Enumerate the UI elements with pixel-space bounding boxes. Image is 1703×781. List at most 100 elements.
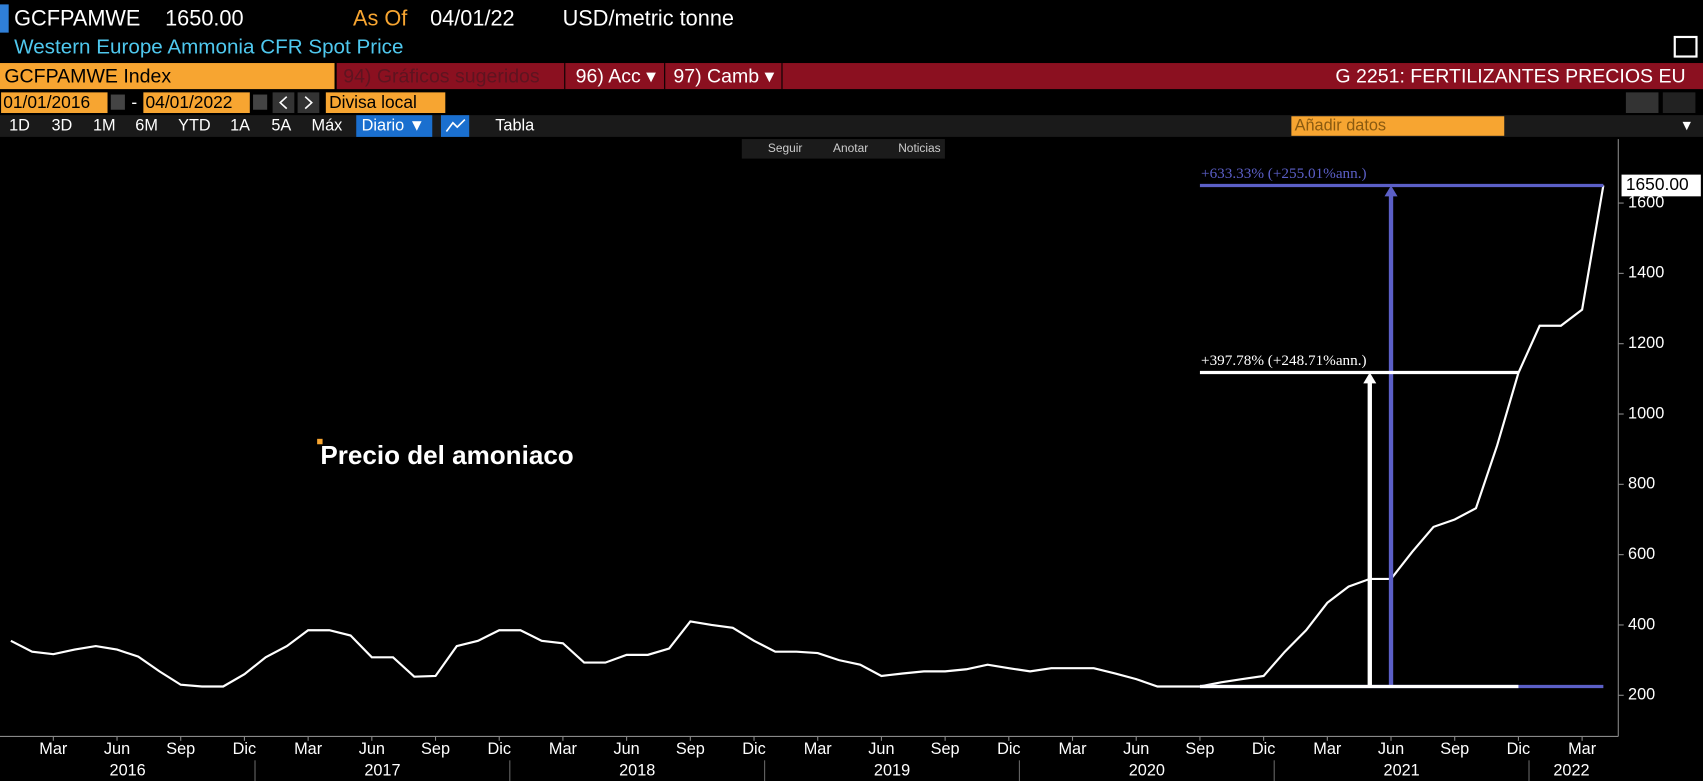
x-tick-label: Dic [997, 740, 1021, 758]
marker [0, 4, 9, 33]
periods: 1D 3D 1M 6M YTD 1A 5A Máx [9, 116, 342, 134]
last-value-box [1621, 174, 1701, 197]
period-button[interactable]: 1M [93, 116, 116, 134]
suggested[interactable]: 94) Gráficos sugeridos [343, 65, 540, 87]
y-tick-label: 400 [1628, 615, 1655, 633]
x-tick-label: Mar [1058, 740, 1087, 758]
x-tick-label: Sep [1185, 740, 1214, 758]
menu-icon[interactable]: ▼ [1680, 117, 1694, 133]
x-tick-label: Mar [804, 740, 833, 758]
year-label: 2018 [619, 761, 655, 779]
x-tick-label: Jun [868, 740, 894, 758]
frequency-box[interactable] [356, 115, 433, 137]
description: Western Europe Ammonia CFR Spot Price [14, 35, 403, 58]
x-tick-label: Jun [1123, 740, 1149, 758]
price-line [10, 185, 1605, 688]
frequency: Diario ▼ [362, 116, 425, 134]
x-tick-label: Jun [613, 740, 639, 758]
arrow-head [1384, 185, 1398, 197]
x-tick-label: Mar [1313, 740, 1342, 758]
function-title: G 2251: FERTILIZANTES PRECIOS EU [1335, 65, 1685, 87]
y-tick-label: 1200 [1628, 334, 1664, 352]
y-tick-label: 1000 [1628, 404, 1664, 422]
x-tick-label: Sep [931, 740, 960, 758]
x-tick-label: Sep [421, 740, 450, 758]
year-label: 2021 [1384, 761, 1420, 779]
prev-button[interactable] [272, 92, 295, 114]
x-tick-label: Sep [1440, 740, 1469, 758]
chart-tools-bar [741, 139, 945, 159]
annotation-marker [317, 438, 323, 445]
chart-tool[interactable]: Anotar [833, 141, 868, 155]
next-icon [304, 96, 313, 110]
undo-button[interactable] [1625, 92, 1659, 114]
security: GCFPAMWE Index [4, 65, 171, 87]
chart-tool[interactable]: Noticias [898, 141, 940, 155]
x-tick-label: Dic [1507, 740, 1531, 758]
period-button[interactable]: 1A [230, 116, 250, 134]
price: 1650.00 [165, 5, 244, 30]
arrow-head [1363, 372, 1377, 384]
calendar-icon[interactable] [253, 94, 268, 110]
last-value: 1650.00 [1626, 174, 1689, 194]
x-tick-label: Mar [39, 740, 68, 758]
year-label: 2017 [364, 761, 400, 779]
period-button[interactable]: 6M [135, 116, 158, 134]
ticker: GCFPAMWE [14, 5, 140, 30]
start-date-box[interactable] [1, 92, 108, 114]
popout-icon[interactable] [1673, 35, 1698, 58]
x-tick-label: Mar [549, 740, 578, 758]
camb-menu[interactable]: 97) Camb ▾ [673, 65, 774, 87]
x-tick-label: Jun [359, 740, 385, 758]
calendar-icon[interactable] [110, 94, 125, 110]
period-button[interactable]: 1D [9, 116, 30, 134]
x-tick-label: Sep [676, 740, 705, 758]
y-tick-label: 1600 [1628, 193, 1664, 211]
period-button[interactable]: Máx [312, 116, 343, 134]
prev-icon [279, 96, 288, 110]
acc-menu[interactable]: 96) Acc ▾ [576, 65, 657, 87]
chart: 200 400 600 800 1000 1200 1400 1600 Mar Jun Sep Dic… [0, 139, 1701, 781]
end-date: 04/01/2022 [146, 92, 233, 112]
as-of-label: As Of [353, 5, 408, 30]
year-label: 2022 [1553, 761, 1589, 779]
chart-tool[interactable]: Seguir [768, 141, 803, 155]
currency-box[interactable] [325, 92, 446, 114]
redo-button[interactable] [1662, 92, 1696, 114]
y-tick-label: 800 [1628, 475, 1655, 493]
y-tick-label: 600 [1628, 545, 1655, 563]
currency: Divisa local [329, 92, 417, 112]
x-tick-label: Dic [487, 740, 511, 758]
end-date-box[interactable] [143, 92, 250, 114]
year-label: 2019 [874, 761, 910, 779]
x-tick-label: Dic [1252, 740, 1276, 758]
x-tick-label: Jun [104, 740, 130, 758]
x-tick-label: Sep [166, 740, 195, 758]
period-button[interactable]: 3D [51, 116, 72, 134]
year-label: 2016 [110, 761, 146, 779]
chart-icon-line [445, 118, 466, 132]
y-tick-label: 200 [1628, 686, 1655, 704]
unit: USD/metric tonne [563, 5, 734, 30]
annotation: Precio del amoniaco [320, 440, 573, 470]
as-of-date: 04/01/22 [430, 5, 515, 30]
security-box[interactable] [0, 63, 335, 90]
x-tick-label: Mar [1568, 740, 1597, 758]
period-button[interactable]: YTD [178, 116, 211, 134]
measure-label: +633.33% (+255.01%ann.) [1201, 165, 1367, 182]
period-button[interactable]: 5A [271, 116, 291, 134]
add-data-box[interactable] [1291, 116, 1505, 136]
chart-tools: Seguir Anotar Noticias [768, 141, 941, 155]
x-tick-label: Dic [233, 740, 257, 758]
view-table[interactable]: Tabla [495, 116, 535, 134]
x-tick-label: Dic [742, 740, 766, 758]
x-tick-label: Jun [1378, 740, 1404, 758]
y-tick-label: 1400 [1628, 264, 1664, 282]
next-button[interactable] [297, 92, 320, 114]
start-date: 01/01/2016 [3, 92, 90, 112]
year-label: 2020 [1129, 761, 1165, 779]
measure-label: +397.78% (+248.71%ann.) [1201, 352, 1367, 369]
add-data: Añadir datos [1295, 116, 1386, 134]
